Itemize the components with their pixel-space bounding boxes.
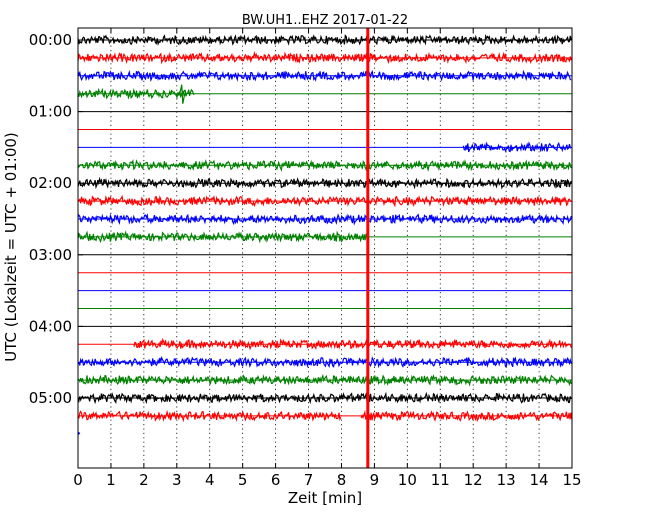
x-tick-label: 11 bbox=[431, 471, 450, 489]
x-tick-label: 2 bbox=[139, 471, 149, 489]
trace-waveform bbox=[77, 87, 195, 100]
x-tick-label: 7 bbox=[304, 471, 314, 489]
plot-frame bbox=[77, 27, 573, 469]
y-tick-label: 05:00 bbox=[29, 389, 72, 407]
trace-waveform bbox=[77, 409, 342, 423]
y-tick-label: 04:00 bbox=[29, 317, 72, 335]
x-tick-label: 6 bbox=[271, 471, 281, 489]
x-tick-label: 12 bbox=[464, 471, 483, 489]
x-tick-label: 5 bbox=[238, 471, 248, 489]
y-tick-label: 01:00 bbox=[29, 103, 72, 121]
trace-waveform bbox=[77, 194, 572, 208]
trace-waveform bbox=[77, 158, 572, 172]
trace-spike bbox=[179, 84, 186, 104]
x-tick-label: 3 bbox=[172, 471, 182, 489]
trace-waveform bbox=[77, 355, 572, 369]
x-tick-label: 9 bbox=[370, 471, 380, 489]
y-tick-label: 00:00 bbox=[29, 31, 72, 49]
x-tick-label: 15 bbox=[562, 471, 581, 489]
trace-waveform bbox=[77, 212, 572, 226]
x-tick-label: 13 bbox=[497, 471, 516, 489]
y-axis-label: UTC (Lokalzeit = UTC + 01:00) bbox=[2, 132, 20, 362]
trace-waveform bbox=[77, 33, 572, 46]
x-tick-label: 14 bbox=[530, 471, 549, 489]
y-tick-label: 03:00 bbox=[29, 246, 72, 264]
x-tick-label: 4 bbox=[205, 471, 215, 489]
x-tick-label: 10 bbox=[398, 471, 417, 489]
x-tick-label: 1 bbox=[106, 471, 116, 489]
trace-waveform bbox=[77, 50, 572, 65]
trace-waveform bbox=[462, 141, 572, 153]
trace-waveform bbox=[77, 69, 572, 83]
x-tick-label: 8 bbox=[337, 471, 347, 489]
x-axis-label: Zeit [min] bbox=[288, 489, 362, 507]
chart-title: BW.UH1..EHZ 2017-01-22 bbox=[242, 13, 408, 28]
trace-waveform bbox=[360, 410, 573, 422]
plot-area: 0 1 2 3 4 5 6 7 8 9 10 11 12 13 14 1500:0001:0002:0003:… bbox=[29, 27, 582, 489]
trace-waveform bbox=[133, 337, 572, 351]
trace-waveform bbox=[77, 176, 572, 190]
trace-waveform bbox=[77, 391, 572, 405]
x-tick-label: 0 bbox=[73, 471, 83, 489]
trace-waveform bbox=[77, 373, 572, 387]
trace-waveform bbox=[77, 230, 370, 244]
y-tick-label: 02:00 bbox=[29, 174, 72, 192]
